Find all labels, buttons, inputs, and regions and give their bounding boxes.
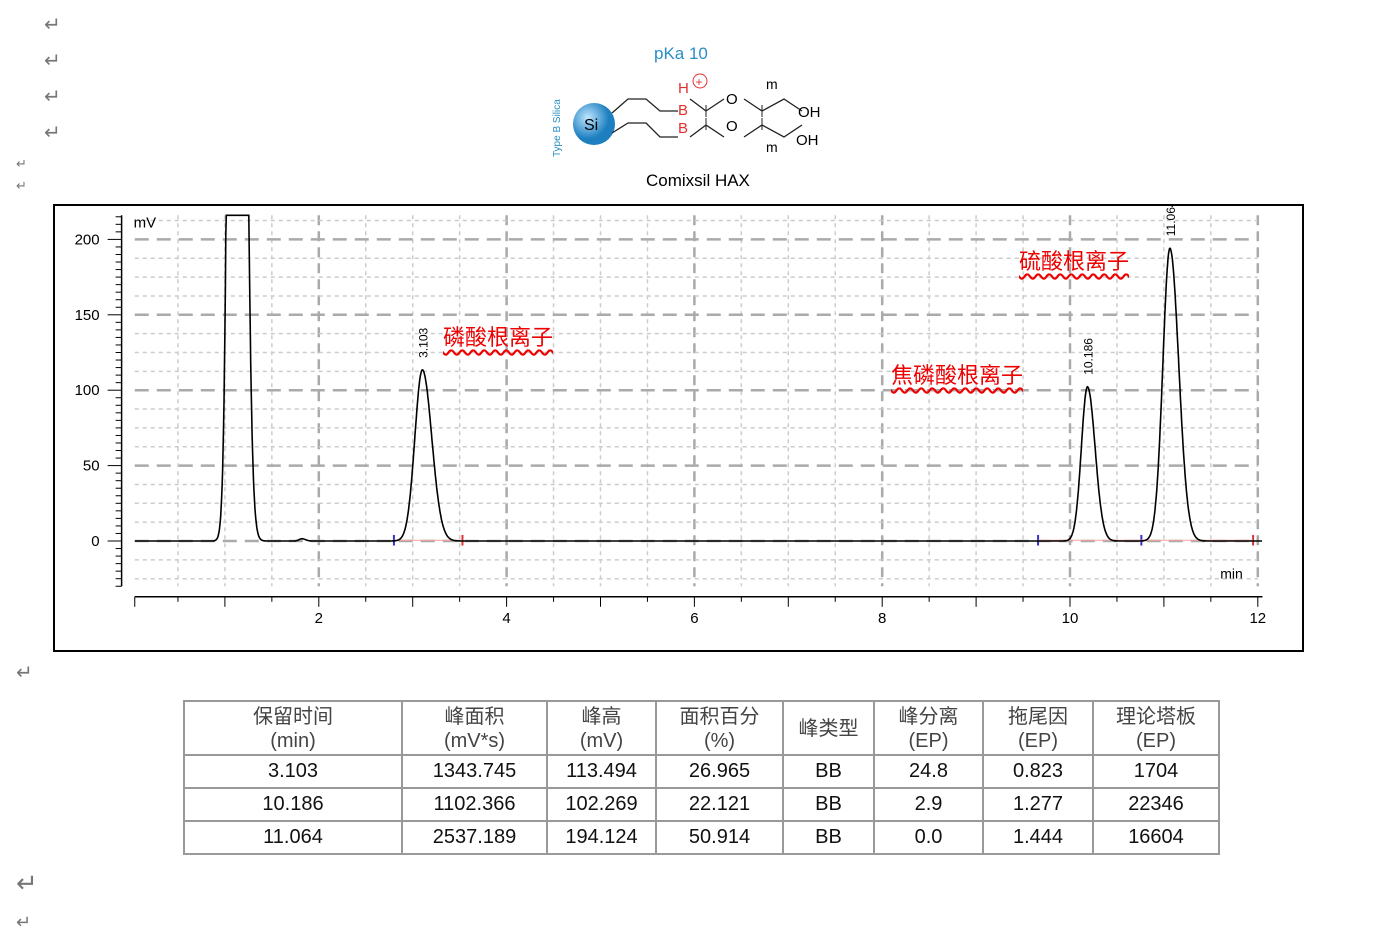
table-cell: 102.269 <box>546 787 657 822</box>
table-row: 3.103 1343.745 113.494 26.965 BB 24.8 0.823 170… <box>183 754 1220 789</box>
table-cell: 1.277 <box>982 787 1094 822</box>
peak-label: 11.064 <box>1164 206 1178 236</box>
annotation-pyrophosphate: 焦磷酸根离子 <box>891 364 1024 389</box>
table-cell: 2537.189 <box>401 820 548 855</box>
column-header: 理论塔板 (EP) <box>1092 700 1220 756</box>
x-tick-label: 12 <box>1249 610 1266 627</box>
oh-label: OH <box>798 104 821 121</box>
x-tick-label: 10 <box>1062 610 1079 627</box>
m-label: m <box>766 76 778 92</box>
column-header: 峰分离 (EP) <box>873 700 984 756</box>
oxygen-label: O <box>726 91 738 108</box>
peak-label: 10.186 <box>1081 338 1095 375</box>
peak-label: 3.103 <box>416 327 430 357</box>
h-label: H <box>678 80 689 97</box>
header-unit: (mV*s) <box>443 729 506 752</box>
table-cell: BB <box>782 754 875 789</box>
column-header: 峰高 (mV) <box>546 700 657 756</box>
support-label: Type B Silica <box>552 99 563 157</box>
m-label: m <box>766 139 778 155</box>
table-cell: 1343.745 <box>401 754 548 789</box>
column-header: 拖尾因 (EP) <box>982 700 1094 756</box>
header-label: 峰类型 <box>798 715 859 740</box>
y-tick-label: 100 <box>75 382 100 399</box>
x-axis-label: min <box>1220 566 1243 582</box>
table-cell: 26.965 <box>655 754 784 789</box>
header-label: 峰面积 <box>444 703 505 728</box>
boron-label: B <box>678 120 688 137</box>
annotation-sulfate: 硫酸根离子 <box>1019 250 1130 275</box>
paragraph-mark: ↵ <box>44 50 61 72</box>
table-cell: 11.064 <box>183 820 403 855</box>
table-cell: 24.8 <box>873 754 984 789</box>
table-cell: BB <box>782 787 875 822</box>
table-cell: 2.9 <box>873 787 984 822</box>
column-header: 峰面积 (mV*s) <box>401 700 548 756</box>
table-cell: 1.444 <box>982 820 1094 855</box>
paragraph-mark: ↵ <box>44 14 61 36</box>
table-cell: 10.186 <box>183 787 403 822</box>
table-cell: 16604 <box>1092 820 1220 855</box>
y-tick-label: 200 <box>75 231 100 248</box>
results-table: 保留时间 (min) 峰面积 (mV*s) 峰高 (mV) 面积百分 (%) 峰类型 峰分离 (EP… <box>183 700 1220 855</box>
table-cell: 1704 <box>1092 754 1220 789</box>
table-cell: 22.121 <box>655 787 784 822</box>
y-tick-label: 0 <box>91 533 99 550</box>
header-label: 面积百分 <box>679 703 760 728</box>
table-cell: 194.124 <box>546 820 657 855</box>
x-tick-label: 8 <box>878 610 886 627</box>
oh-label: OH <box>796 132 819 149</box>
header-unit: (EP) <box>1136 729 1176 752</box>
si-label: Si <box>584 117 598 134</box>
y-tick-label: 50 <box>83 458 100 475</box>
column-header: 面积百分 (%) <box>655 700 784 756</box>
table-cell: 0.0 <box>873 820 984 855</box>
pka-label: pKa 10 <box>654 44 708 63</box>
table-row: 11.064 2537.189 194.124 50.914 BB 0.0 1.444 166… <box>183 820 1220 855</box>
paragraph-mark: ↵ <box>16 662 33 684</box>
y-tick-label: 150 <box>75 307 100 324</box>
oxygen-label: O <box>726 118 738 135</box>
boron-label: B <box>678 102 688 119</box>
column-header: 保留时间 (min) <box>183 700 403 756</box>
table-cell: BB <box>782 820 875 855</box>
header-unit: (mV) <box>579 729 624 752</box>
paragraph-mark: ↵ <box>44 122 61 144</box>
column-header: 峰类型 <box>782 700 875 756</box>
chromatogram-frame: 0 50 100 150 200 mV 2 4 6 8 10 12 min 3.103 10.186 11.0… <box>53 204 1304 652</box>
x-tick-label: 6 <box>690 610 698 627</box>
table-cell: 1102.366 <box>401 787 548 822</box>
header-label: 峰高 <box>581 703 622 728</box>
annotation-phosphate: 磷酸根离子 <box>443 326 554 351</box>
y-axis-label: mV <box>134 214 157 231</box>
paragraph-mark: ↵ <box>44 86 61 108</box>
header-label: 峰分离 <box>898 703 959 728</box>
chemical-structure: pKa 10 Type B Silica Si H + B B O O m m … <box>552 44 821 190</box>
chromatogram-chart: 0 50 100 150 200 mV 2 4 6 8 10 12 min 3.103 10.186 11.0… <box>75 206 1267 627</box>
header-label: 理论塔板 <box>1116 703 1196 728</box>
paragraph-mark: ↵ <box>16 868 38 898</box>
table-row: 10.186 1102.366 102.269 22.121 BB 2.9 1.277 223… <box>183 787 1220 822</box>
table-cell: 3.103 <box>183 754 403 789</box>
header-unit: (%) <box>703 729 736 752</box>
header-label: 拖尾因 <box>1008 703 1068 728</box>
x-tick-label: 2 <box>315 610 323 627</box>
table-cell: 50.914 <box>655 820 784 855</box>
table-cell: 0.823 <box>982 754 1094 789</box>
x-tick-label: 4 <box>502 610 510 627</box>
header-unit: (min) <box>270 729 316 752</box>
structure-caption: Comixsil HAX <box>646 171 750 190</box>
paragraph-mark: ↵ <box>16 178 27 193</box>
header-label: 保留时间 <box>253 703 333 728</box>
chromatogram-trace <box>134 214 1262 542</box>
svg-text:+: + <box>696 75 703 89</box>
paragraph-mark: ↵ <box>16 912 32 932</box>
header-unit: (EP) <box>1018 729 1058 752</box>
header-unit: (EP) <box>908 729 949 752</box>
paragraph-mark: ↵ <box>16 156 27 171</box>
table-cell: 22346 <box>1092 787 1220 822</box>
table-cell: 113.494 <box>546 754 657 789</box>
